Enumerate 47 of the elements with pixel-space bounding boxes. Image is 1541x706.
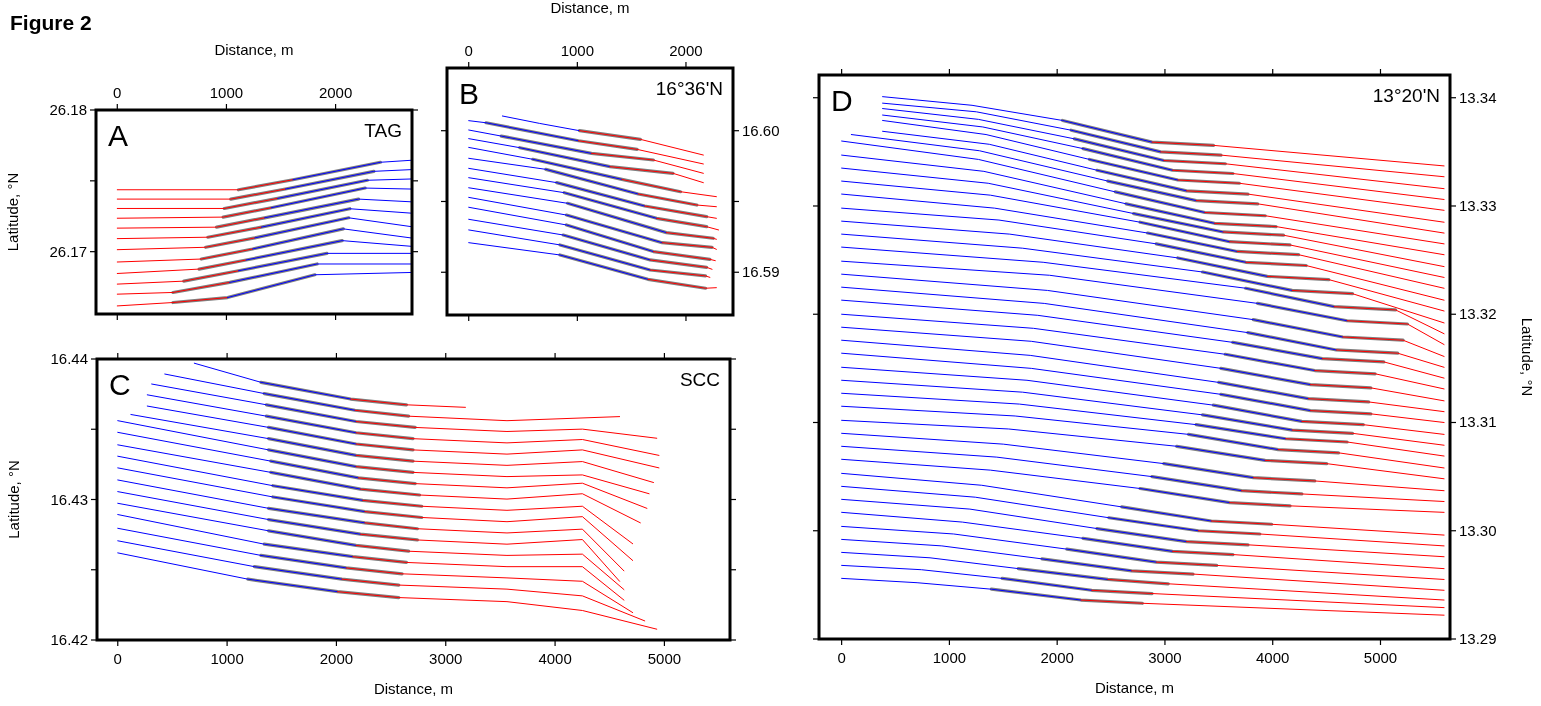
y2-tick-label: 13.33	[1459, 196, 1497, 214]
y2-tick-label: 13.34	[1459, 88, 1497, 106]
y-tick-label: 16.44	[50, 350, 88, 367]
y2-axis-title: Latitude, °N	[1519, 317, 1536, 397]
y2-tick-label: 13.30	[1459, 521, 1497, 539]
x-tick-label: 4000	[1256, 649, 1290, 666]
annotation: C	[109, 368, 131, 401]
chart-title: Figure 2	[10, 11, 92, 34]
x-tick-label: 1000	[560, 42, 595, 59]
y2-tick-label: 16.59	[742, 263, 780, 281]
x-tick-label: 1000	[932, 649, 967, 666]
y2-tick-label: 13.32	[1459, 305, 1497, 323]
x-axis-title: Distance, m	[1094, 679, 1175, 696]
y-tick-label: 26.17	[49, 242, 87, 260]
y-tick-label: 26.18	[49, 101, 87, 118]
y-tick-label: 16.43	[50, 490, 88, 508]
annotation: 13°20'N	[1372, 85, 1440, 106]
annotation: TAG	[364, 120, 402, 141]
annotation: 16°36'N	[655, 78, 723, 99]
x-axis-title: Distance, m	[373, 680, 454, 697]
x-tick-label: 0	[113, 84, 122, 101]
x-tick-label: 2000	[318, 84, 353, 101]
annotation: A	[108, 119, 129, 152]
annotation: D	[831, 84, 853, 117]
x-tick-label: 0	[837, 649, 846, 666]
annotation: B	[459, 77, 480, 110]
y2-tick-label: 16.60	[742, 121, 780, 139]
x-tick-label: 5000	[1363, 649, 1398, 666]
y-tick-label: 16.42	[50, 631, 88, 648]
x-tick-label: 1000	[209, 84, 244, 101]
x-tick-label: 1000	[210, 650, 244, 667]
annotation: SCC	[679, 369, 720, 390]
x-tick-label: 3000	[429, 650, 463, 667]
x-tick-label: 3000	[1148, 649, 1182, 666]
y2-tick-label: 13.31	[1459, 413, 1497, 431]
x-tick-label: 0	[113, 650, 122, 667]
x-tick-label: 2000	[1040, 649, 1074, 666]
y-axis-title: Latitude, °N	[4, 172, 21, 252]
x-axis-title: Distance, m	[214, 41, 294, 58]
y-axis-title: Latitude, °N	[5, 460, 22, 539]
x-tick-label: 4000	[538, 650, 572, 667]
x-tick-label: 0	[464, 42, 473, 59]
x-axis-title: Distance, m	[550, 0, 630, 16]
x-tick-label: 2000	[669, 42, 703, 59]
x-tick-label: 5000	[647, 650, 682, 667]
x-tick-label: 2000	[319, 650, 354, 667]
y2-tick-label: 13.29	[1459, 630, 1497, 647]
